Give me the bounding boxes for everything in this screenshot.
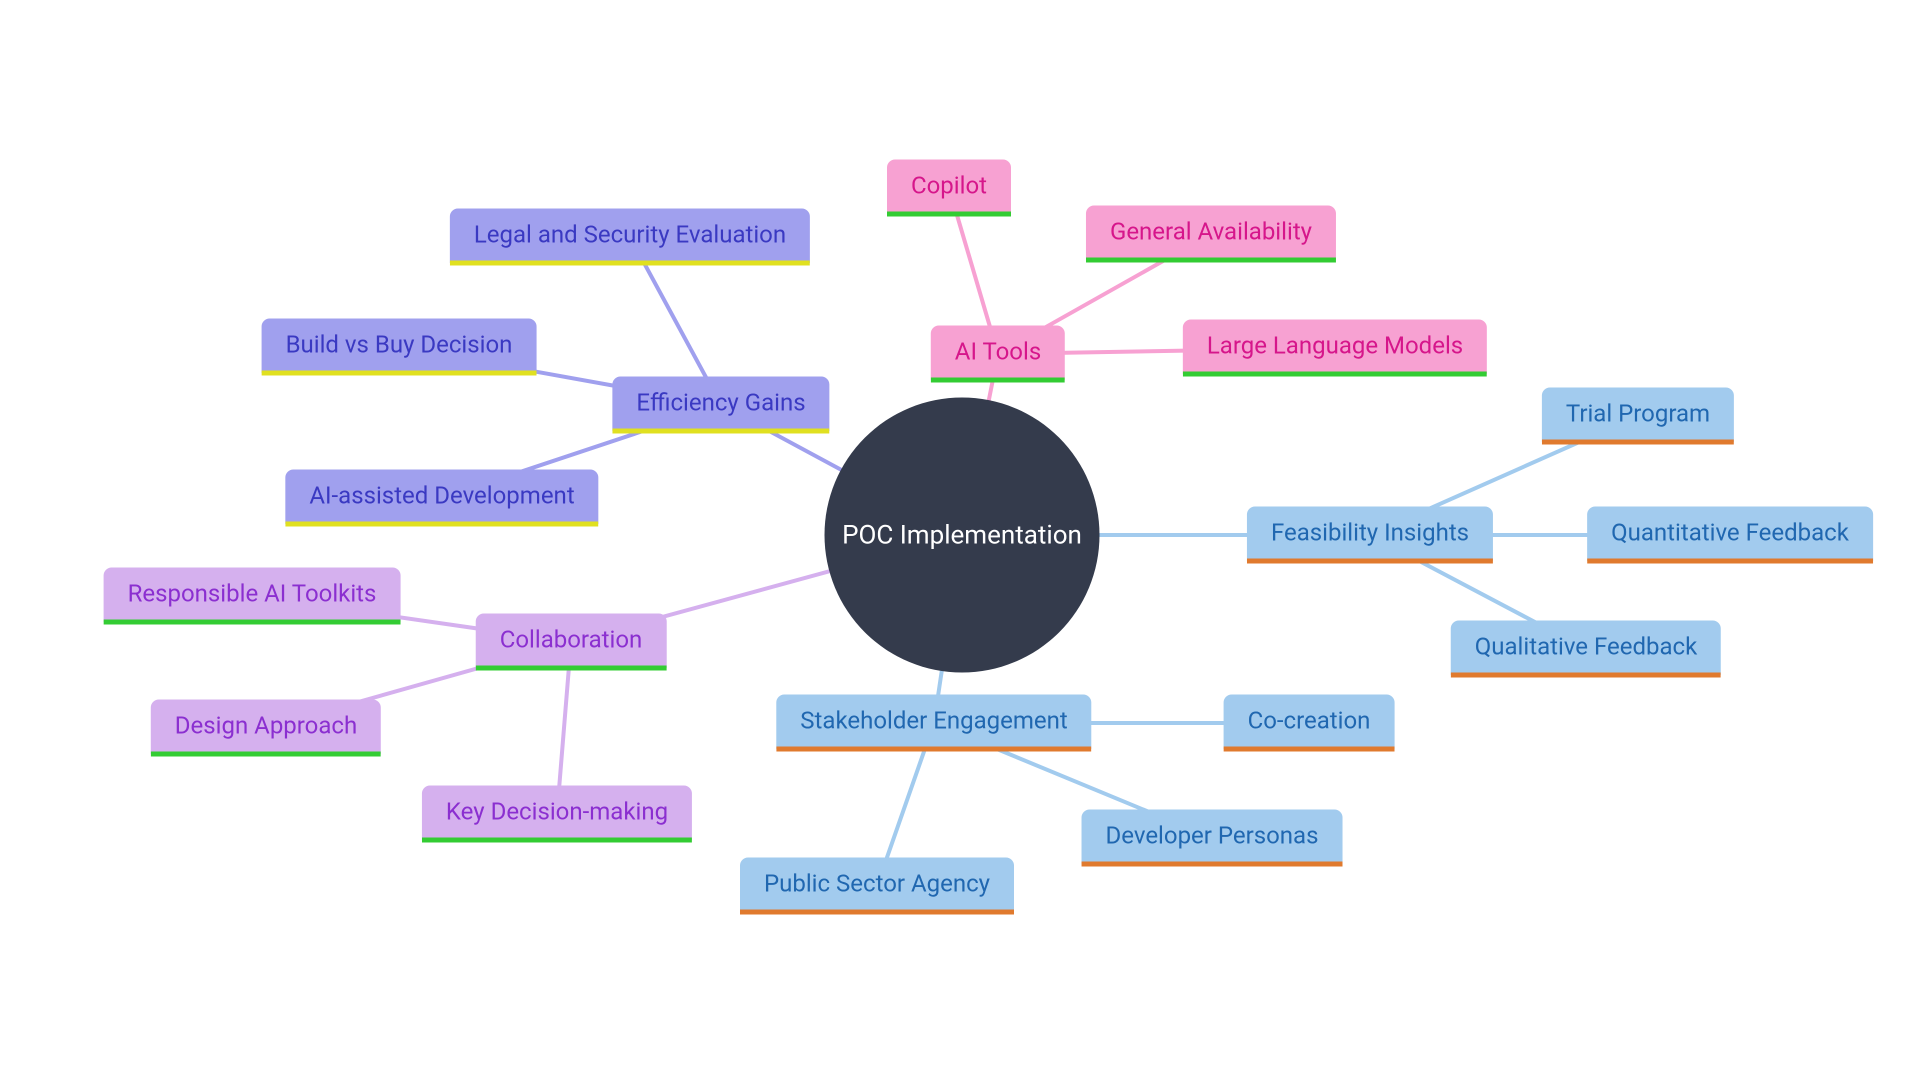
node-label: Qualitative Feedback: [1475, 633, 1697, 661]
mindmap-node: Design Approach: [151, 700, 381, 757]
node-label: AI-assisted Development: [309, 482, 574, 510]
mindmap-node: Collaboration: [476, 614, 667, 671]
node-label: Feasibility Insights: [1271, 519, 1469, 547]
node-label: General Availability: [1110, 218, 1312, 246]
node-label: AI Tools: [955, 338, 1041, 366]
node-label: Large Language Models: [1207, 332, 1463, 360]
node-label: Quantitative Feedback: [1611, 519, 1849, 547]
node-label: Trial Program: [1566, 400, 1710, 428]
mindmap-node: Public Sector Agency: [740, 858, 1014, 915]
node-label: Developer Personas: [1106, 822, 1319, 850]
mindmap-node: Developer Personas: [1082, 810, 1343, 867]
mindmap-node: Co-creation: [1224, 695, 1395, 752]
node-label: Efficiency Gains: [636, 389, 805, 417]
mindmap-node: Feasibility Insights: [1247, 507, 1493, 564]
mindmap-node: Build vs Buy Decision: [262, 319, 537, 376]
center-node-label: POC Implementation: [842, 520, 1082, 550]
node-label: Legal and Security Evaluation: [474, 221, 786, 249]
node-label: Public Sector Agency: [764, 870, 990, 898]
node-label: Copilot: [911, 172, 987, 200]
mindmap-node: Quantitative Feedback: [1587, 507, 1873, 564]
node-label: Build vs Buy Decision: [286, 331, 513, 359]
mindmap-node: Efficiency Gains: [612, 377, 829, 434]
center-node: POC Implementation: [825, 398, 1100, 673]
mindmap-node: Qualitative Feedback: [1451, 621, 1721, 678]
node-label: Co-creation: [1248, 707, 1371, 735]
mindmap-node: Key Decision-making: [422, 786, 692, 843]
mindmap-node: Stakeholder Engagement: [776, 695, 1091, 752]
mindmap-node: Large Language Models: [1183, 320, 1487, 377]
mindmap-node: AI Tools: [931, 326, 1065, 383]
mindmap-node: AI-assisted Development: [285, 470, 598, 527]
node-label: Responsible AI Toolkits: [128, 580, 377, 608]
mindmap-node: Trial Program: [1542, 388, 1734, 445]
node-label: Key Decision-making: [446, 798, 668, 826]
node-label: Design Approach: [175, 712, 357, 740]
mindmap-node: Responsible AI Toolkits: [104, 568, 401, 625]
node-label: Collaboration: [500, 626, 643, 654]
node-label: Stakeholder Engagement: [800, 707, 1067, 735]
mindmap-node: Legal and Security Evaluation: [450, 209, 810, 266]
mindmap-node: Copilot: [887, 160, 1011, 217]
mindmap-node: General Availability: [1086, 206, 1336, 263]
